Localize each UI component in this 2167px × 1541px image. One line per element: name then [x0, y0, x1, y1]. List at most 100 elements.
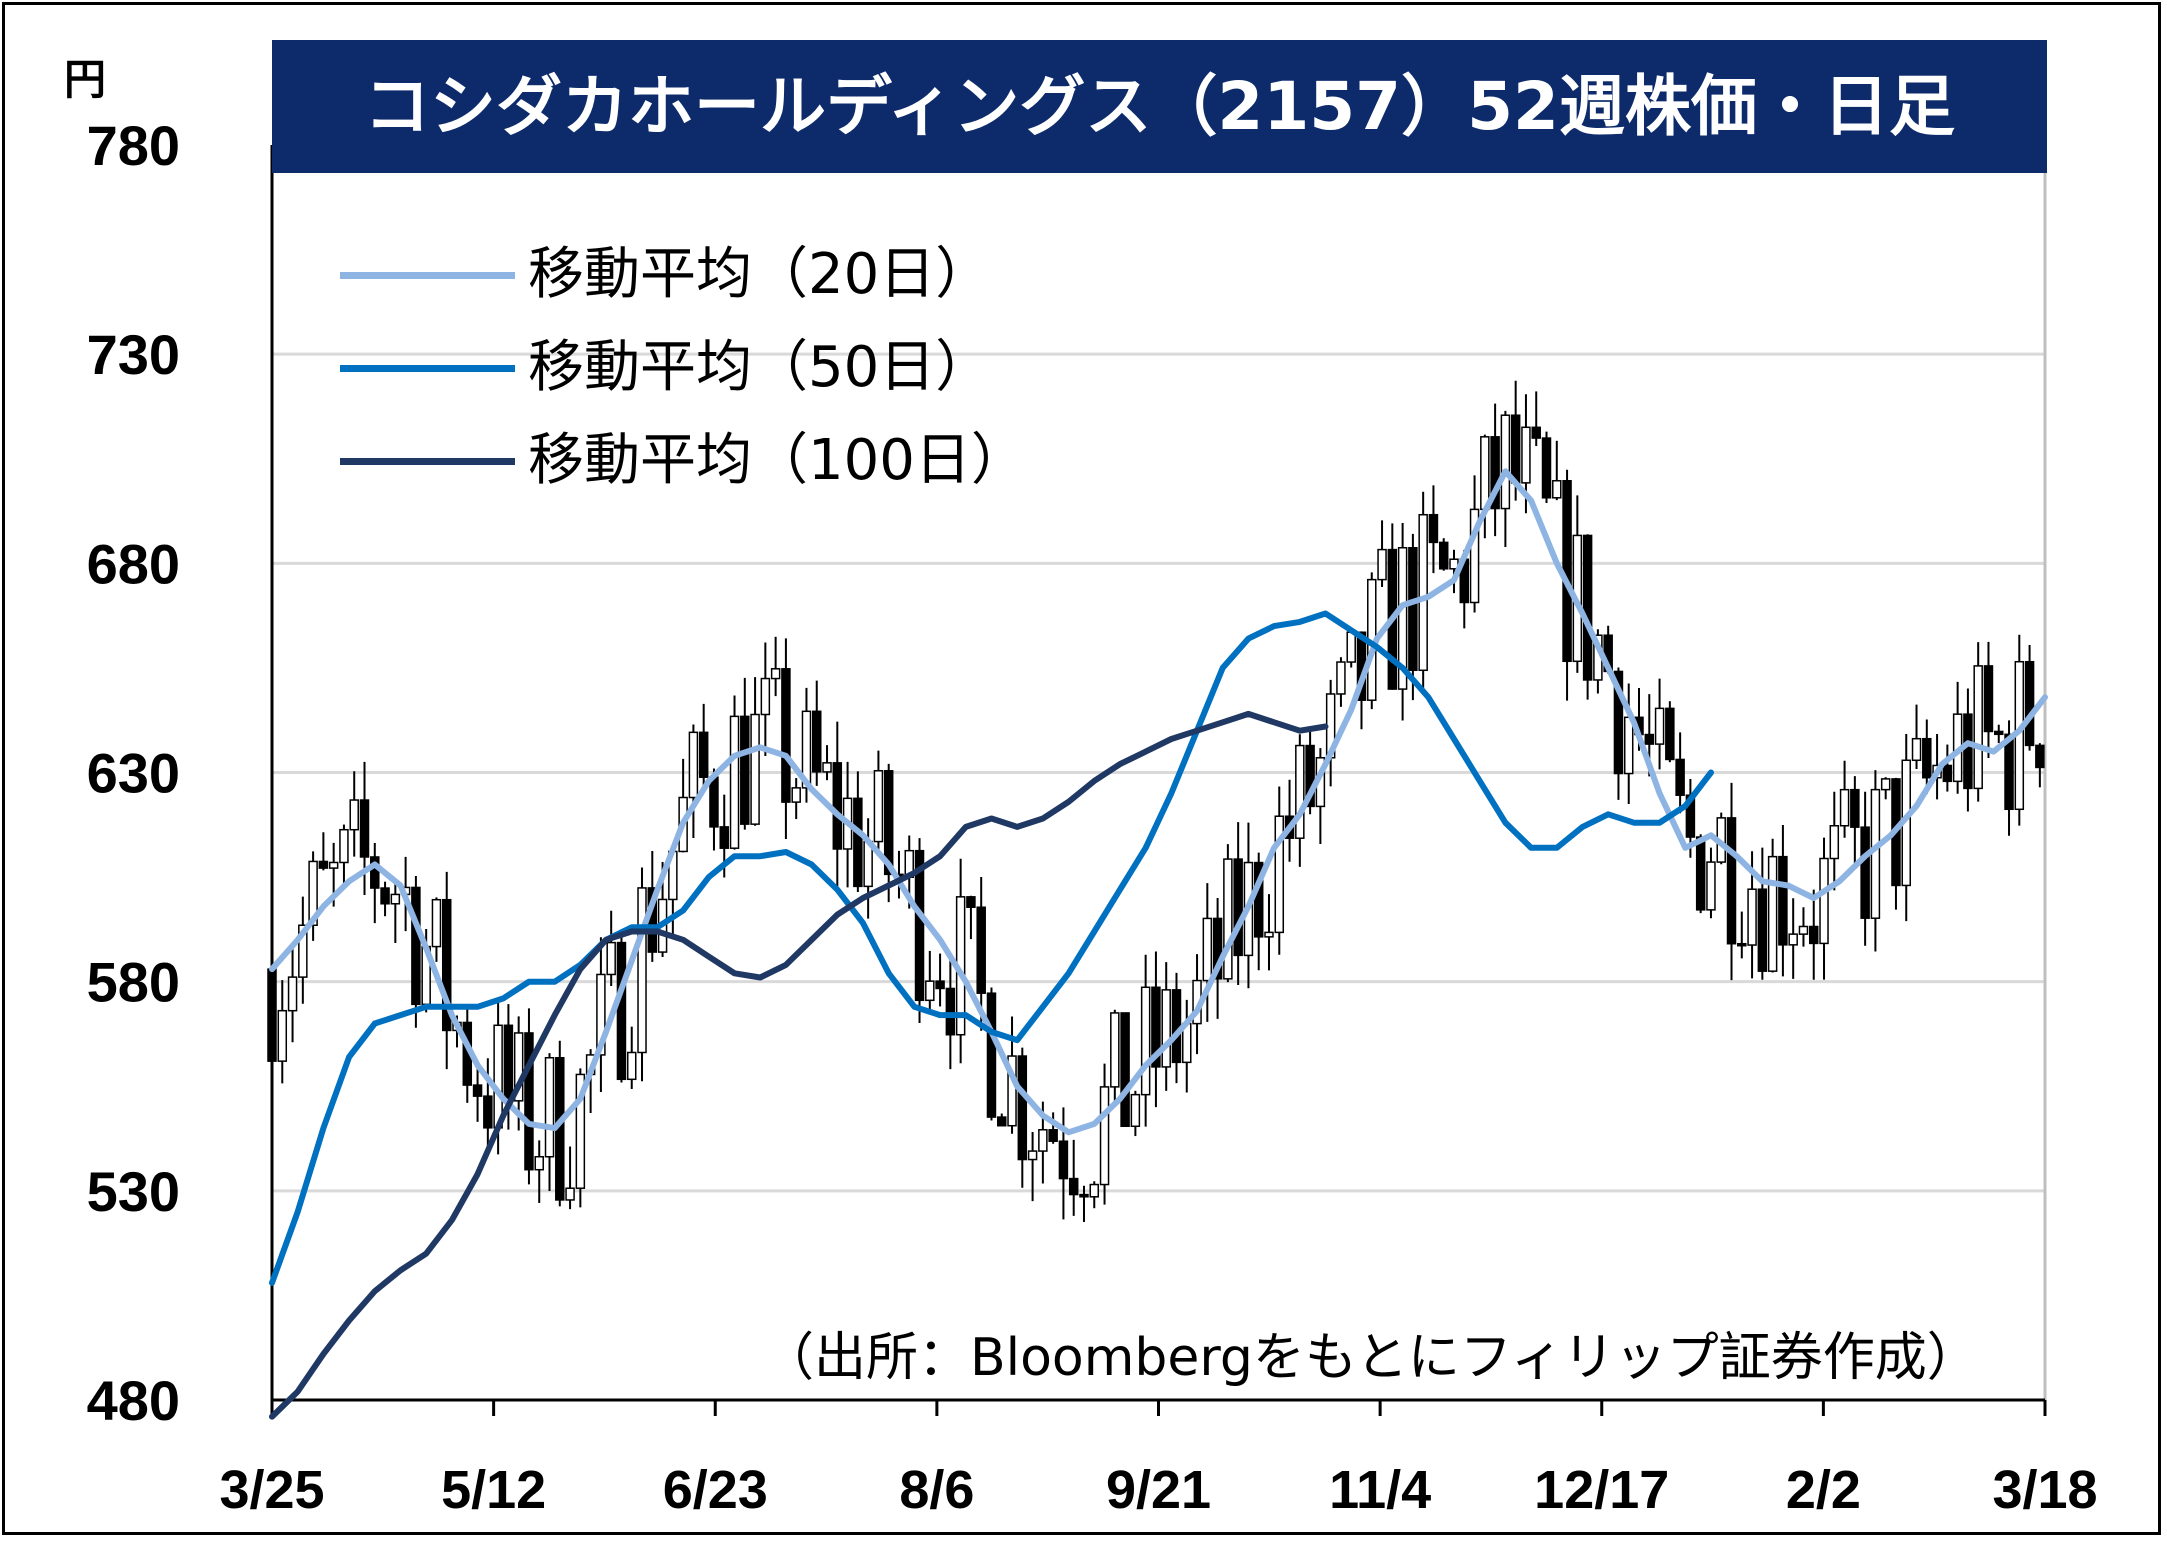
source-note: （出所：Bloombergをもとにフィリップ証券作成）: [762, 1328, 1979, 1388]
candle-body: [925, 980, 935, 1002]
candle-body: [1233, 858, 1243, 957]
x-tick-label: 6/23: [663, 1460, 768, 1520]
candle-body: [1140, 986, 1151, 1096]
candle-body: [1274, 815, 1285, 934]
x-tick-label: 5/12: [441, 1460, 546, 1520]
x-axis: 3/25 5/12 6/23 8/6 9/21 11/4 12/17 2/2 3/18: [219, 1398, 2098, 1520]
candle-body: [1438, 541, 1449, 570]
candle-body: [431, 898, 442, 948]
candle-body: [770, 668, 781, 680]
candle-body: [1552, 480, 1562, 499]
candle-body: [1038, 1129, 1048, 1152]
candle-body: [1829, 825, 1840, 860]
candle-body: [801, 710, 812, 789]
candle-body: [1500, 414, 1511, 510]
candle-body: [719, 826, 729, 849]
candle-body: [1377, 548, 1387, 581]
y-axis-unit: 円: [64, 55, 107, 104]
candle-body: [1202, 917, 1213, 982]
candle-body: [441, 898, 452, 1032]
candle-body: [380, 887, 390, 905]
candle-body: [544, 1057, 555, 1158]
candle-body: [1644, 733, 1655, 745]
candle-body: [575, 1073, 586, 1189]
candle-body: [698, 731, 709, 778]
candle-body: [976, 906, 986, 994]
candle-body: [565, 1187, 575, 1201]
candle-body: [1839, 788, 1850, 827]
candle-body: [1706, 861, 1716, 911]
moving-averages: [269, 468, 2048, 1420]
candle-body: [1058, 1140, 1069, 1180]
candle-body: [1983, 665, 1994, 733]
candle-body: [832, 762, 843, 850]
candle-body: [935, 980, 945, 990]
legend-swatch-ma50: [340, 365, 515, 372]
candle-body: [1079, 1193, 1089, 1198]
candle-body: [853, 797, 863, 888]
series-line-ma20: [269, 468, 2048, 1136]
candle-body: [791, 787, 801, 803]
candle-body: [1665, 707, 1675, 761]
candle-body: [1336, 661, 1346, 695]
candle-body: [729, 715, 740, 849]
candle-body: [781, 668, 791, 803]
candle-body: [1305, 744, 1315, 808]
candle-body: [596, 973, 606, 1056]
candle-body: [1798, 925, 1809, 935]
candle-body: [616, 941, 627, 1081]
series-line-ma50: [269, 610, 1714, 1286]
candle-body: [2004, 733, 2014, 811]
y-tick-label: 730: [87, 323, 180, 386]
candle-body: [339, 828, 349, 864]
candle-body: [1089, 1183, 1100, 1198]
candle-body: [883, 770, 894, 876]
candle-body: [822, 762, 832, 773]
candle-body: [966, 896, 976, 908]
candle-body: [997, 1116, 1007, 1127]
x-tick-label: 11/4: [1329, 1460, 1431, 1520]
candle-body: [626, 1051, 637, 1081]
candle-body: [1480, 436, 1490, 511]
candle-body: [1397, 547, 1408, 690]
candle-body: [1408, 547, 1418, 672]
candle-body: [606, 941, 616, 976]
x-tick-label: 3/25: [219, 1460, 324, 1520]
candle-body: [811, 710, 822, 773]
candle-body: [1675, 758, 1685, 796]
legend-label-ma20: 移動平均（20日）: [528, 242, 992, 307]
candle-body: [1418, 513, 1428, 672]
y-axis: 780 730 680 630 580 530 480: [87, 114, 274, 1432]
x-tick-label: 12/17: [1534, 1460, 1669, 1520]
candle-body: [370, 856, 380, 889]
candle-body: [359, 799, 370, 858]
y-tick-label: 530: [87, 1160, 180, 1223]
y-tick-label: 680: [87, 532, 180, 595]
candle-body: [1510, 414, 1521, 484]
candle-body: [1963, 713, 1973, 790]
candle-body: [298, 924, 308, 978]
candle-body: [1099, 1086, 1110, 1186]
candle-body: [1808, 925, 1819, 945]
candle-body: [1942, 764, 1953, 783]
y-tick-label: 580: [87, 951, 180, 1014]
x-tick-label: 3/18: [1992, 1460, 2097, 1520]
candle-body: [1531, 426, 1541, 439]
x-tick-label: 9/21: [1106, 1460, 1211, 1520]
legend-swatch-ma100: [340, 458, 515, 465]
candle-body: [1253, 861, 1264, 938]
candle-body: [1819, 857, 1829, 945]
candle-body: [524, 1032, 534, 1171]
candle-body: [411, 886, 421, 1006]
candle-body: [1767, 855, 1778, 972]
candle-body: [267, 968, 277, 1062]
candle-body: [1880, 778, 1891, 791]
candle-body: [1017, 1055, 1028, 1161]
candle-body: [750, 713, 760, 825]
x-tick-label: 2/2: [1786, 1460, 1861, 1520]
candle-body: [1757, 888, 1768, 972]
candle-body: [277, 1009, 288, 1062]
candle-body: [1654, 707, 1665, 745]
